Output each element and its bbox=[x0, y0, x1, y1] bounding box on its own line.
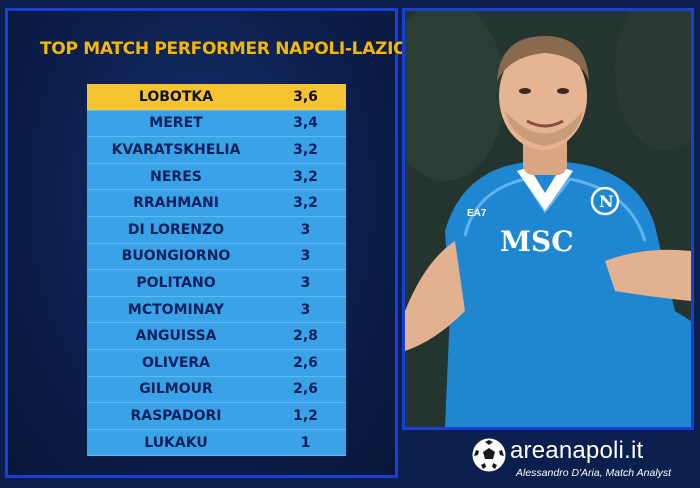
player-name: KVARATSKHELIA bbox=[111, 141, 241, 158]
player-name: NERES bbox=[150, 168, 202, 185]
jersey-brand: EA7 bbox=[467, 208, 487, 219]
player-name: LOBOTKA bbox=[138, 88, 214, 105]
panel-title: TOP MATCH PERFORMER NAPOLI-LAZIO bbox=[40, 39, 408, 59]
table-row: LUKAKU 1 bbox=[87, 429, 346, 457]
table-row: MCTOMINAY 3 bbox=[87, 296, 346, 324]
player-name: GILMOUR bbox=[139, 381, 213, 398]
player-score: 3,2 bbox=[293, 195, 318, 212]
jersey-sponsor: MSC bbox=[500, 225, 574, 258]
table-row: ANGUISSA 2,8 bbox=[87, 323, 346, 350]
player-photo: MSC EA7 N bbox=[405, 11, 691, 427]
player-score: 3,6 bbox=[293, 88, 318, 105]
player-photo-panel: MSC EA7 N bbox=[402, 8, 694, 430]
player-score: 1,2 bbox=[293, 407, 318, 424]
player-score: 3 bbox=[300, 248, 311, 265]
brand-name: areanapoli.it bbox=[510, 437, 644, 464]
table-row: BUONGIORNO 3 bbox=[87, 243, 346, 271]
player-name: MERET bbox=[149, 115, 203, 132]
svg-text:N: N bbox=[599, 192, 614, 211]
player-name: ANGUISSA bbox=[135, 328, 217, 345]
player-score: 3 bbox=[300, 274, 311, 291]
table-row: MERET 3,4 bbox=[87, 110, 346, 138]
player-name: MCTOMINAY bbox=[127, 301, 225, 318]
player-name: POLITANO bbox=[136, 274, 216, 291]
player-score: 3,2 bbox=[293, 141, 318, 158]
ranking-panel: TOP MATCH PERFORMER NAPOLI-LAZIO LOBOTKA… bbox=[5, 8, 408, 478]
player-score: 3,4 bbox=[293, 115, 318, 132]
table-row: KVARATSKHELIA 3,2 bbox=[87, 137, 346, 164]
player-name: RASPADORI bbox=[130, 407, 222, 424]
ranking-table: LOBOTKA 3,6 MERET 3,4 KVARATSKHELIA 3,2 NERES 3… bbox=[87, 84, 346, 457]
player-name: RRAHMANI bbox=[133, 195, 219, 212]
player-score: 1 bbox=[300, 434, 311, 451]
player-name: BUONGIORNO bbox=[121, 248, 231, 265]
table-row: GILMOUR 2,6 bbox=[87, 376, 346, 404]
player-name: OLIVERA bbox=[141, 354, 211, 371]
player-name: DI LORENZO bbox=[127, 221, 225, 238]
player-score: 3 bbox=[300, 221, 311, 238]
player-score: 2,6 bbox=[293, 381, 318, 398]
table-row: LOBOTKA 3,6 bbox=[87, 84, 346, 111]
table-row: DI LORENZO 3 bbox=[87, 216, 346, 244]
table-row: RRAHMANI 3,2 bbox=[87, 190, 346, 217]
football-icon bbox=[472, 438, 506, 472]
table-row: RASPADORI 1,2 bbox=[87, 403, 346, 430]
brand-block: areanapoli.it Alessandro D'Aria, Match A… bbox=[472, 432, 694, 488]
brand-credit: Alessandro D'Aria, Match Analyst bbox=[516, 467, 672, 479]
player-score: 3,2 bbox=[293, 168, 318, 185]
player-name: LUKAKU bbox=[144, 434, 208, 451]
player-score: 2,6 bbox=[293, 354, 318, 371]
player-score: 3 bbox=[300, 301, 311, 318]
player-score: 2,8 bbox=[293, 328, 318, 345]
table-row: POLITANO 3 bbox=[87, 270, 346, 297]
table-row: OLIVERA 2,6 bbox=[87, 349, 346, 377]
table-row: NERES 3,2 bbox=[87, 163, 346, 191]
